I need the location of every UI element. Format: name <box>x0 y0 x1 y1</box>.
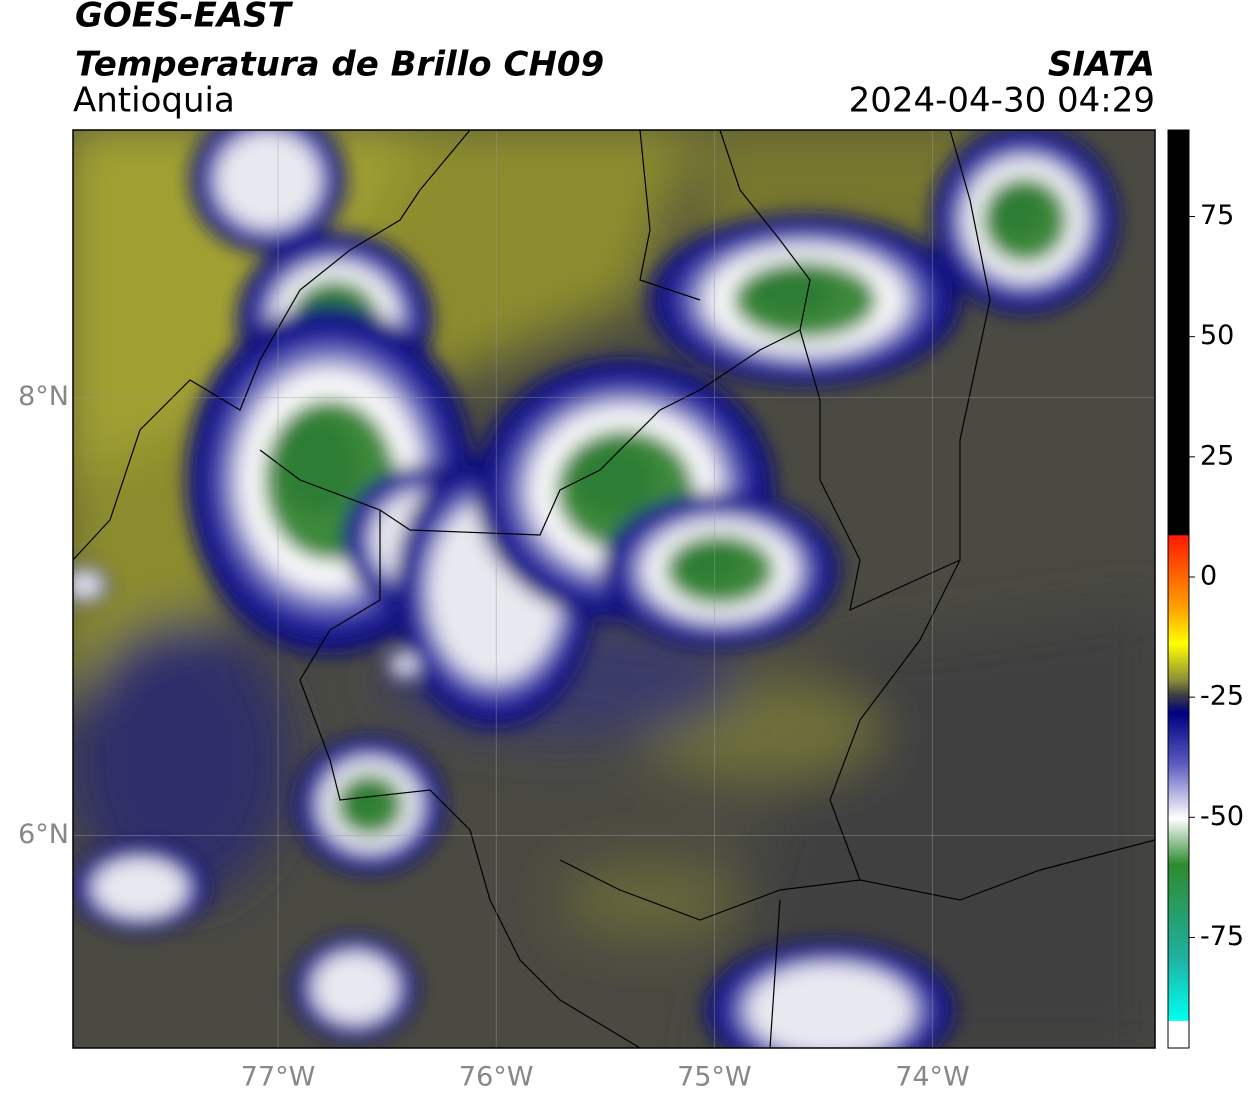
colorbar-tick-label: 0 <box>1200 560 1217 591</box>
source: SIATA <box>1048 45 1155 85</box>
cloud-core <box>748 269 837 318</box>
colorbar-tick-label: -25 <box>1200 681 1244 712</box>
title: GOES-EAST <box>75 0 294 36</box>
colorbar-tick-label: 75 <box>1200 200 1234 231</box>
cloud-tops <box>73 130 1119 1048</box>
y-tick-label: 8°N <box>18 381 69 412</box>
cloud-layer <box>94 859 186 917</box>
cloud-core <box>677 542 744 586</box>
x-tick-label: 77°W <box>241 1062 316 1093</box>
borders <box>73 130 1155 1048</box>
ticks: 77°W 76°W 75°W 74°W 6°N 8°N 75 50 25 0 -25 -50 -75 <box>18 200 1244 1092</box>
map-area <box>73 130 1155 1048</box>
map-frame <box>72 129 1156 1049</box>
cloud-layer <box>73 572 102 598</box>
x-tick-label: 74°W <box>895 1062 970 1093</box>
timestamp: 2024-04-30 04:29 <box>849 81 1155 121</box>
colorbar-tick-label: -75 <box>1200 921 1244 952</box>
x-tick-label: 75°W <box>677 1062 752 1093</box>
grid <box>73 130 1155 1048</box>
cloud-core <box>278 417 359 515</box>
cloud-layer <box>314 953 396 1023</box>
colorbar-tick-label: -50 <box>1200 801 1244 832</box>
y-tick-label: 6°N <box>18 819 69 850</box>
colorbar-tick-label: 25 <box>1200 440 1234 471</box>
cloud-core <box>571 442 655 517</box>
region: Antioquia <box>73 81 235 121</box>
cloud-layer <box>217 132 319 228</box>
cloud-core <box>343 780 385 819</box>
colorbar <box>1167 129 1190 1049</box>
cloud-core <box>991 186 1044 239</box>
subtitle: Temperatura de Brillo CH09 <box>75 45 604 85</box>
cloud-layer <box>748 964 912 1048</box>
cloud-layer <box>392 655 418 675</box>
colorbar-tick-label: 50 <box>1200 320 1234 351</box>
x-tick-label: 76°W <box>459 1062 534 1093</box>
